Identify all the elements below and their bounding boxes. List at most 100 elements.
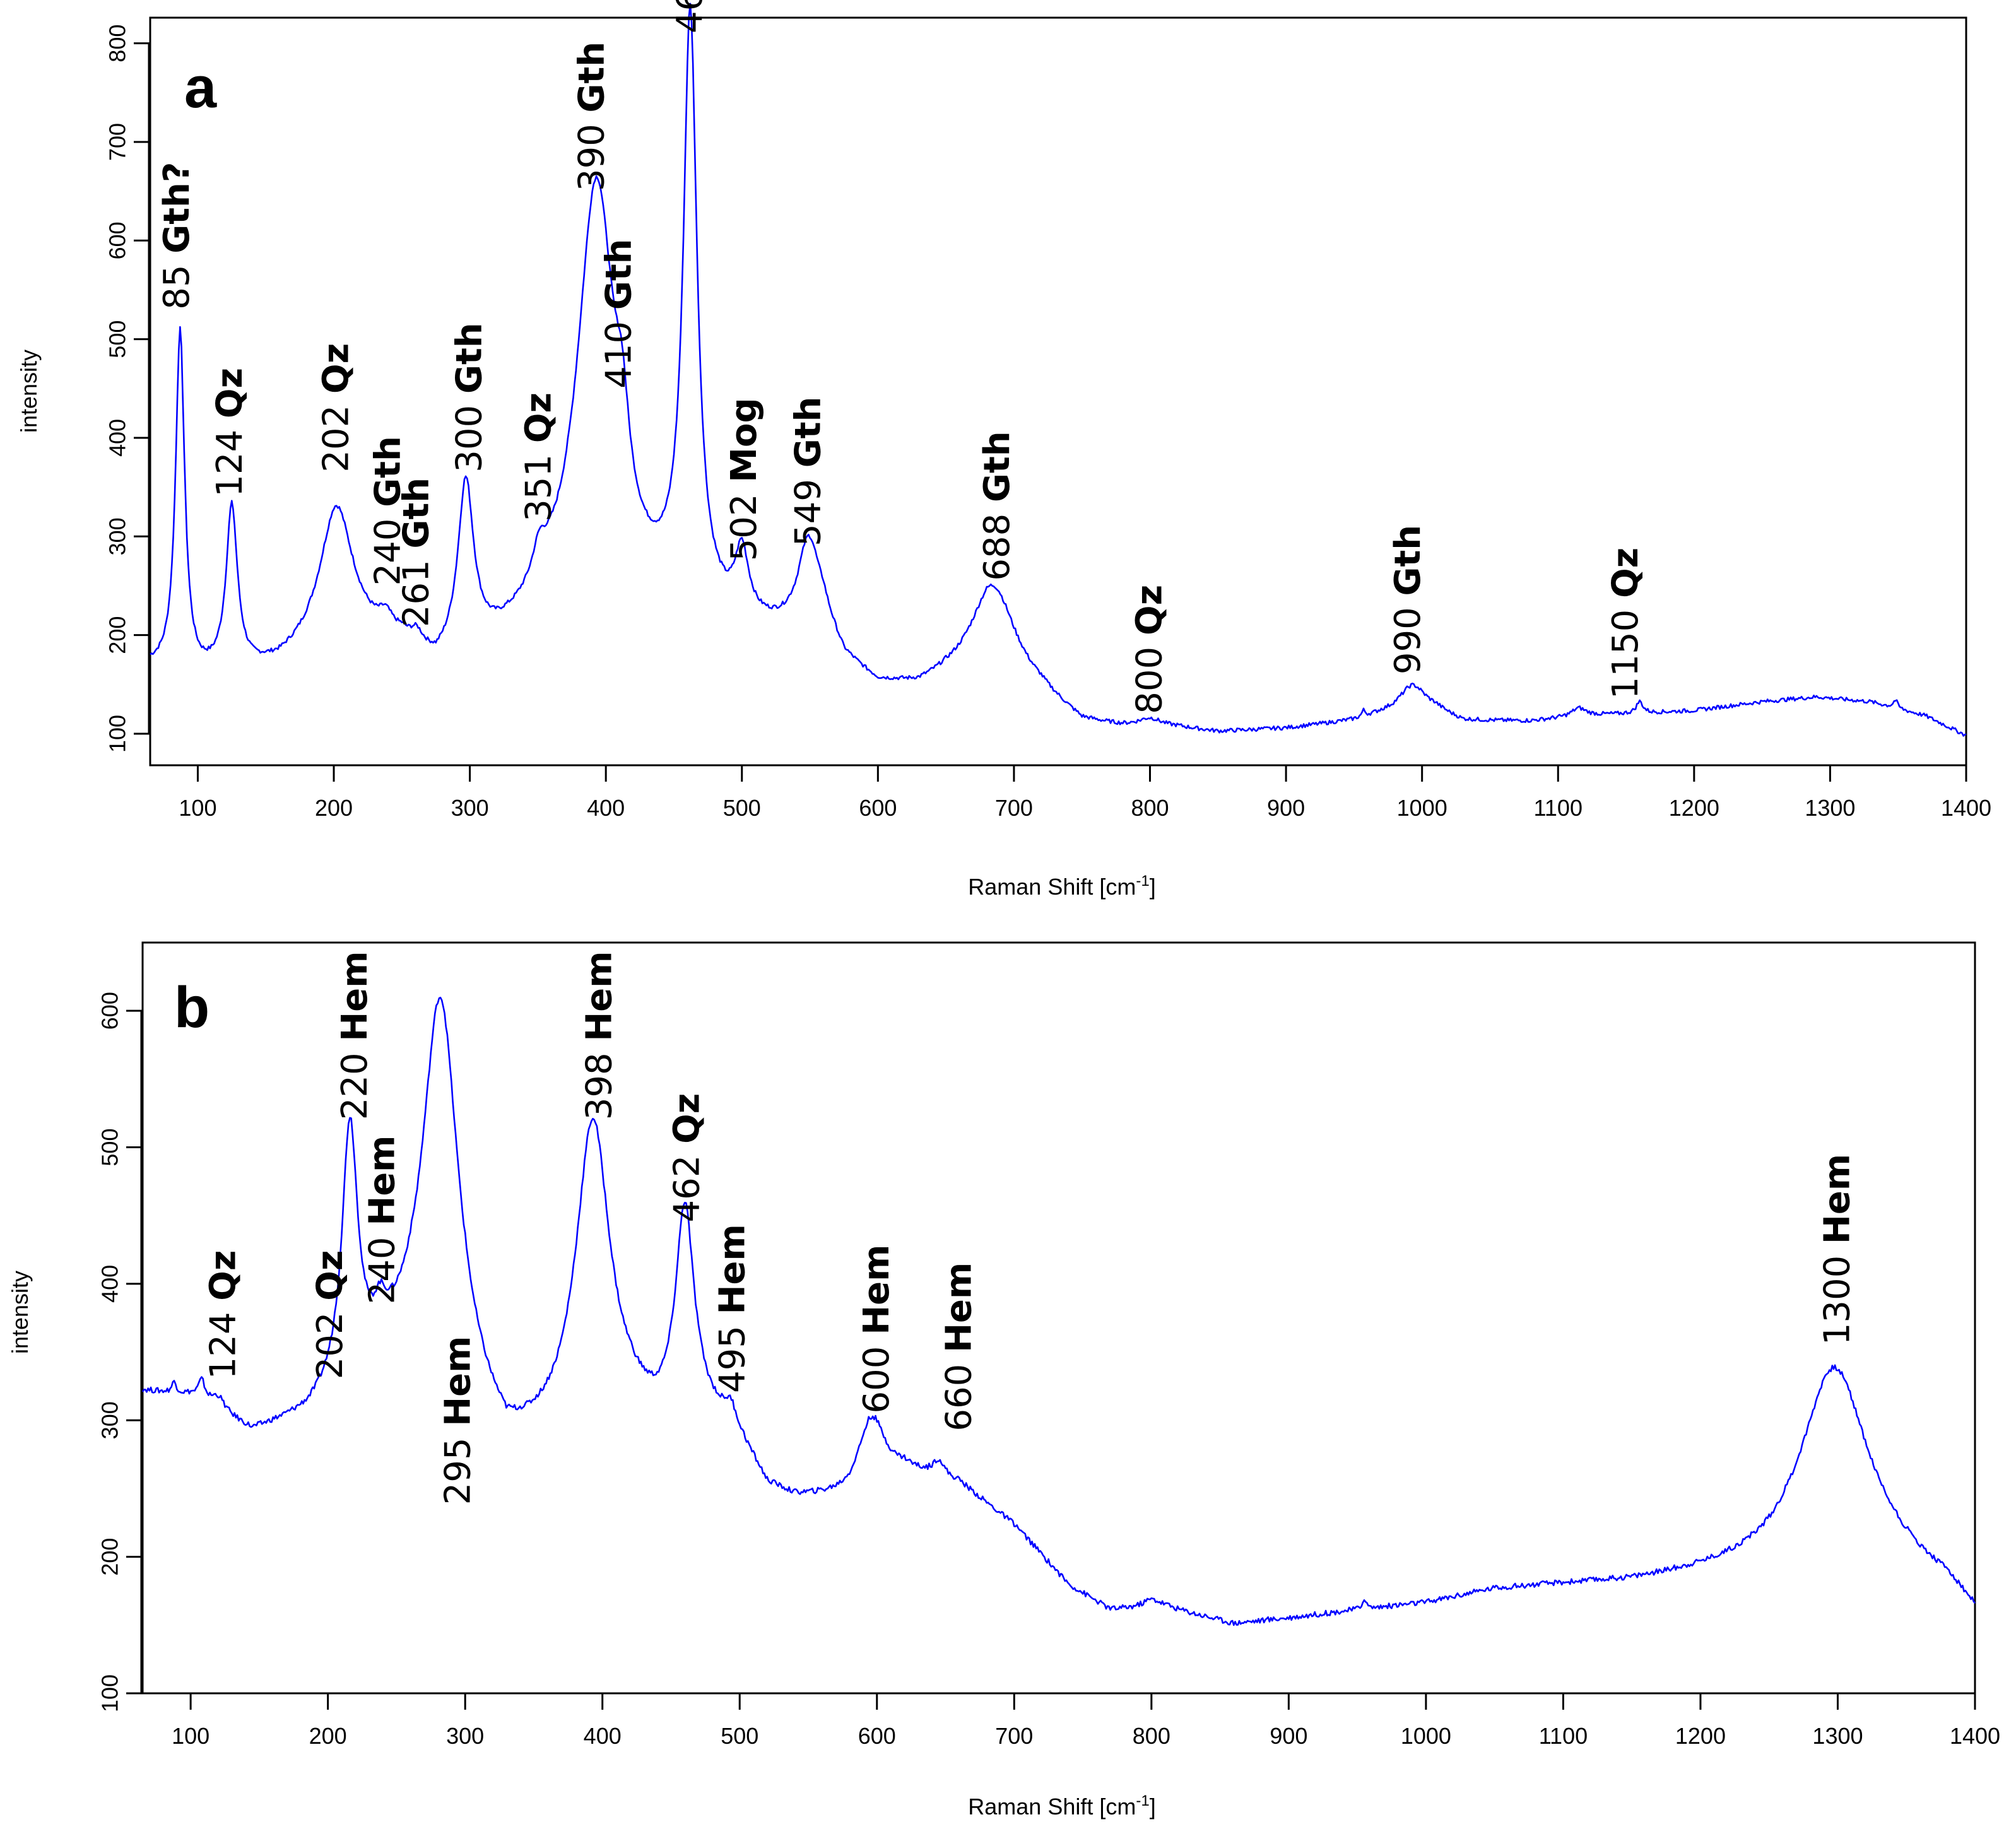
peak-mineral: Qz (1605, 548, 1646, 598)
peak-label: 390 Gth (572, 42, 613, 191)
peak-wavenumber: 462 (669, 0, 710, 33)
peak-wavenumber: 410 (599, 310, 640, 389)
peak-wavenumber: 85 (156, 254, 197, 310)
peak-wavenumber: 990 (1388, 596, 1429, 674)
x-tick-label: 1400 (1950, 1723, 2000, 1749)
y-tick-label: 500 (105, 320, 131, 358)
y-tick-label: 800 (105, 25, 131, 62)
peak-label: 300 Gth (449, 322, 490, 472)
x-tick-label: 1400 (1941, 795, 1991, 821)
x-tick-label: 100 (179, 795, 216, 821)
y-axis-label-a: intensity (16, 350, 42, 433)
peak-label: 85 Gth? (156, 162, 197, 310)
peak-label: 240 Gth (367, 436, 408, 585)
peak-mineral: Gth (1388, 525, 1429, 596)
x-tick-label: 200 (309, 1723, 347, 1749)
y-axis-label-b: intensity (7, 1271, 33, 1354)
y-tick-label: 600 (97, 992, 123, 1030)
peak-label: 124 Qz (203, 1250, 244, 1379)
peak-mineral: Hem (1817, 1154, 1858, 1244)
x-tick-label: 700 (995, 795, 1033, 821)
x-tick-label: 600 (859, 795, 897, 821)
x-tick-label: 500 (723, 795, 761, 821)
peak-mineral: Gth (599, 239, 640, 310)
peak-mineral: Mog (724, 397, 765, 482)
peak-mineral: Qz (519, 392, 560, 443)
peak-label: 398 Hem (579, 951, 620, 1120)
x-tick-label: 700 (995, 1723, 1033, 1749)
y-tick-label: 200 (105, 616, 131, 654)
y-tick-label: 300 (97, 1401, 123, 1439)
peak-label: 990 Gth (1388, 525, 1429, 674)
x-tick-label: 400 (584, 1723, 622, 1749)
x-tick-label: 1200 (1675, 1723, 1726, 1749)
x-tick-label: 600 (858, 1723, 896, 1749)
peak-label: 295 Hem (437, 1336, 478, 1505)
peak-label: 261 Gth (396, 478, 437, 627)
peak-mineral: Gth? (156, 162, 197, 254)
peak-label: 462 Qz (669, 0, 710, 33)
peak-wavenumber: 800 (1129, 635, 1170, 714)
x-axis-ticks-b: 100 200 300 400 500 600 700 800 900 1000 1100 1200 1… (172, 1693, 2000, 1749)
peak-wavenumber: 202 (315, 394, 357, 473)
peak-mineral: Qz (1129, 585, 1170, 635)
peak-mineral: Gth (396, 478, 437, 549)
peak-label: 688 Gth (977, 431, 1018, 580)
peak-mineral: Gth (449, 322, 490, 394)
peak-label: 240 Hem (362, 1135, 403, 1304)
x-tick-label: 1300 (1805, 795, 1855, 821)
peak-label: 800 Qz (1129, 585, 1170, 714)
peak-wavenumber: 202 (310, 1301, 351, 1380)
peak-label: 410 Gth (599, 239, 640, 389)
x-tick-label: 1100 (1534, 795, 1583, 821)
peak-wavenumber: 295 (437, 1426, 478, 1505)
spectrum-line-a (150, 3, 1967, 737)
y-tick-label: 300 (105, 517, 131, 555)
peak-mineral: Hem (362, 1135, 403, 1225)
x-tick-label: 100 (172, 1723, 209, 1749)
peak-mineral: Gth (977, 431, 1018, 502)
peak-wavenumber: 600 (856, 1335, 897, 1414)
x-axis-label-a: Raman Shift [cm-1] (968, 873, 1155, 900)
peak-label: 495 Hem (712, 1224, 753, 1393)
peak-mineral: Hem (334, 951, 375, 1041)
peak-wavenumber: 549 (787, 467, 828, 546)
peak-mineral: Hem (437, 1336, 478, 1426)
peak-wavenumber: 660 (938, 1353, 979, 1431)
peak-label: 1300 Hem (1817, 1154, 1858, 1346)
y-tick-label: 700 (105, 123, 131, 161)
peak-mineral: Hem (712, 1224, 753, 1314)
x-tick-label: 1000 (1401, 1723, 1451, 1749)
peak-wavenumber: 502 (724, 483, 765, 561)
y-tick-label: 200 (97, 1538, 123, 1576)
y-tick-label: 100 (105, 715, 131, 753)
peak-label: 660 Hem (938, 1262, 979, 1431)
y-tick-label: 600 (105, 221, 131, 259)
peak-wavenumber: 1150 (1605, 598, 1646, 699)
peak-mineral: Qz (315, 343, 357, 394)
y-tick-label: 500 (97, 1129, 123, 1167)
peak-label: 1150 Qz (1605, 548, 1646, 700)
x-tick-label: 1200 (1669, 795, 1719, 821)
x-tick-label: 900 (1270, 1723, 1307, 1749)
peak-wavenumber: 495 (712, 1314, 753, 1393)
peak-label: 600 Hem (856, 1245, 897, 1414)
peak-wavenumber: 462 (667, 1144, 708, 1223)
x-tick-label: 300 (446, 1723, 484, 1749)
peak-label: 220 Hem (334, 951, 375, 1120)
peak-wavenumber: 240 (362, 1226, 403, 1305)
peak-mineral: Qz (667, 1093, 708, 1144)
x-tick-label: 800 (1133, 1723, 1170, 1749)
peak-mineral: Qz (203, 1250, 244, 1300)
peak-label: 124 Qz (209, 368, 251, 497)
x-tick-label: 1000 (1397, 795, 1447, 821)
x-tick-label: 400 (587, 795, 625, 821)
y-axis-ticks-a: 100 200 300 400 500 600 700 800 (105, 25, 150, 753)
spectrum-line-b (141, 996, 1976, 1626)
panel-label-a: a (184, 56, 217, 120)
y-tick-label: 400 (97, 1265, 123, 1303)
peak-wavenumber: 300 (449, 394, 490, 473)
peak-label: 502 Mog (724, 397, 765, 561)
